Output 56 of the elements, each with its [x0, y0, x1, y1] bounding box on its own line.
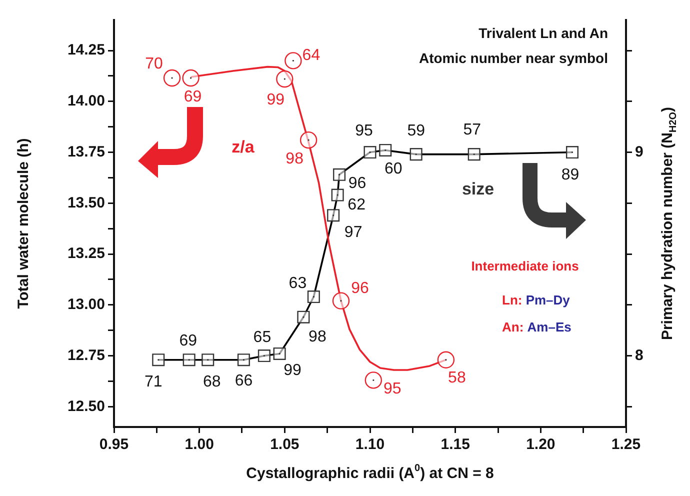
annotation: 57 — [463, 122, 482, 139]
y-tick-label: 13.75 — [67, 143, 105, 160]
annotation: 68 — [202, 373, 221, 390]
point — [300, 131, 318, 149]
x-tick-label: 1.10 — [355, 436, 385, 454]
x-tick-label: 1.15 — [440, 436, 470, 454]
annotation: 97 — [344, 224, 362, 241]
point — [332, 292, 350, 310]
y-tick-label: 13.25 — [67, 245, 105, 262]
annotation: 98 — [308, 328, 326, 346]
annotation: 95 — [355, 122, 373, 140]
annotation: An: Am–Es — [502, 320, 572, 335]
annotation: 63 — [288, 275, 307, 292]
y-tick-label: 12.50 — [67, 398, 105, 415]
annotation: Atomic number near symbol — [418, 50, 608, 66]
annotation: z/a — [232, 138, 255, 157]
annotation: 99 — [266, 91, 285, 108]
y-tick-label: 12.75 — [67, 346, 105, 364]
point — [437, 351, 455, 368]
x-tick-label: 1.00 — [184, 436, 214, 454]
annotation: 66 — [234, 372, 253, 390]
annotation: 89 — [561, 166, 580, 184]
annotation: 96 — [351, 280, 369, 298]
point — [284, 52, 302, 70]
y-tick-label: 14.25 — [67, 42, 105, 59]
annotation: Intermediate ions — [471, 258, 579, 274]
annotation: 58 — [448, 369, 466, 386]
annotation: 59 — [407, 122, 426, 140]
annotation: 70 — [145, 55, 164, 72]
annotation: size — [462, 180, 494, 199]
annotation: Trivalent Ln and An — [478, 24, 608, 41]
annotation: 60 — [384, 160, 402, 178]
annotation: 95 — [384, 380, 402, 398]
point — [182, 69, 200, 87]
annotation: 62 — [348, 196, 366, 214]
annotation: 96 — [348, 175, 366, 192]
annotation: 69 — [179, 332, 198, 350]
x-tick-label: 1.05 — [270, 436, 300, 454]
x-tick-label: 1.20 — [526, 436, 556, 454]
y2-axis-title: Primary hydration number (NH2O) — [659, 106, 679, 340]
annotation: Ln: Pm–Dy — [502, 292, 571, 308]
x-tick-label: 1.25 — [611, 436, 641, 454]
annotation: 64 — [302, 47, 320, 64]
y-axis-title: Total water molecule (h) — [15, 138, 32, 309]
point — [364, 372, 382, 389]
y-tick-label: 13.00 — [67, 296, 105, 314]
annotation: 69 — [184, 88, 202, 106]
y-tick-label: 13.50 — [67, 194, 105, 212]
annotation: 71 — [144, 373, 162, 390]
y-tick-label: 14.00 — [67, 92, 105, 110]
annotation: 98 — [286, 150, 304, 168]
y2-tick-label: 9 — [635, 143, 644, 160]
y2-tick-label: 8 — [635, 346, 644, 364]
x-tick-label: 0.95 — [99, 436, 129, 454]
annotation: 99 — [284, 362, 302, 380]
annotation: 65 — [253, 329, 272, 346]
